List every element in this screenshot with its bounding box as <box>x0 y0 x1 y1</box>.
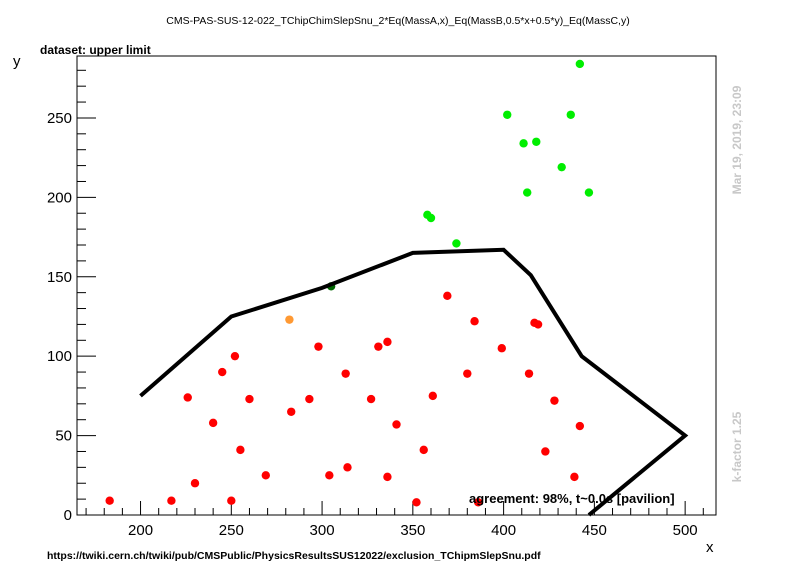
y-tick-label: 250 <box>47 110 72 127</box>
y-tick-label: 50 <box>55 428 72 445</box>
plot-frame <box>76 55 717 516</box>
data-point <box>245 394 254 404</box>
data-point <box>533 320 543 329</box>
data-point <box>285 315 294 324</box>
data-point <box>452 239 461 248</box>
y-tick-labels: 0 50 100 150 200 250 <box>47 110 72 524</box>
data-point <box>419 445 428 455</box>
y-tick-label: 200 <box>47 189 72 206</box>
data-point <box>524 369 534 378</box>
axis-ticks <box>77 69 704 516</box>
data-point <box>183 393 192 402</box>
data-points <box>105 59 594 507</box>
agreement-text: agreement: 98%, t~0.0s [pavilion] <box>469 491 675 506</box>
data-point <box>236 445 245 455</box>
data-point <box>428 391 438 401</box>
y-tick-label: 0 <box>64 507 72 524</box>
data-point <box>575 421 585 431</box>
data-point <box>208 418 218 428</box>
data-point <box>366 394 376 404</box>
data-point <box>566 110 575 119</box>
data-point <box>227 496 236 505</box>
data-point <box>473 498 483 507</box>
x-axis-label: x <box>706 539 714 556</box>
data-point <box>532 137 541 146</box>
chart-title: CMS-PAS-SUS-12-022_TChipChimSlepSnu_2*Eq… <box>166 15 629 27</box>
data-point <box>325 471 334 480</box>
k-factor-label: k-factor 1.25 <box>730 411 744 482</box>
data-point <box>443 291 452 301</box>
data-point <box>167 496 176 505</box>
data-point <box>261 471 270 480</box>
data-point <box>230 351 240 361</box>
data-point <box>541 447 550 456</box>
data-point <box>314 342 323 351</box>
data-point <box>343 463 352 472</box>
data-point <box>412 498 421 507</box>
data-point <box>519 139 528 148</box>
data-point <box>503 110 512 119</box>
data-point <box>470 317 479 326</box>
data-point <box>383 337 392 347</box>
y-tick-label: 150 <box>47 269 72 286</box>
x-tick-label: 450 <box>582 522 607 539</box>
dataset-label: dataset: upper limit <box>40 43 151 57</box>
x-tick-label: 200 <box>128 522 153 539</box>
x-tick-label: 300 <box>310 522 335 539</box>
x-tick-labels: 200 250 300 350 400 450 500 <box>128 522 698 539</box>
exclusion-line <box>139 247 689 517</box>
data-point <box>190 479 200 488</box>
data-point <box>426 213 436 223</box>
footer-url: https://twiki.cern.ch/twiki/pub/CMSPubli… <box>47 550 541 562</box>
data-point <box>383 472 392 482</box>
y-axis-label: y <box>13 53 21 70</box>
data-point <box>374 342 383 351</box>
y-tick-label: 100 <box>47 348 72 365</box>
data-point <box>463 369 472 378</box>
x-tick-label: 250 <box>219 522 244 539</box>
data-point <box>305 394 314 404</box>
data-point <box>497 344 506 353</box>
x-tick-label: 350 <box>400 522 425 539</box>
timestamp-label: Mar 19, 2019, 23:09 <box>730 85 744 194</box>
data-point <box>570 472 579 482</box>
data-point <box>105 496 114 505</box>
x-tick-label: 500 <box>673 522 698 539</box>
data-point <box>557 162 566 172</box>
data-point <box>392 420 401 429</box>
data-point <box>584 188 594 197</box>
data-point <box>218 367 227 377</box>
x-tick-label: 400 <box>491 522 516 539</box>
data-point <box>341 369 350 378</box>
data-point <box>287 407 296 416</box>
data-point <box>575 59 585 69</box>
data-point <box>550 396 559 405</box>
data-point <box>523 188 532 197</box>
